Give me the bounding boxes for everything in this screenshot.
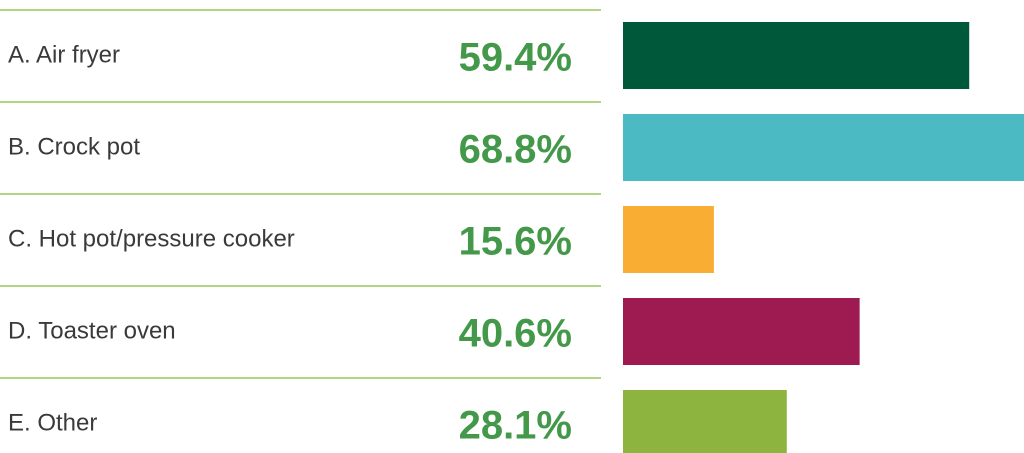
bar (623, 22, 970, 89)
value-label: 68.8% (459, 128, 572, 172)
value-label: 40.6% (459, 312, 572, 356)
value-label: 15.6% (459, 220, 572, 264)
value-label: 59.4% (459, 36, 572, 80)
category-label: C. Hot pot/pressure cooker (8, 225, 295, 252)
bar (623, 298, 860, 365)
category-label: E. Other (8, 409, 97, 436)
category-label: B. Crock pot (8, 133, 140, 160)
category-label: A. Air fryer (8, 41, 120, 68)
category-label: D. Toaster oven (8, 317, 176, 344)
value-label: 28.1% (459, 404, 572, 448)
bar (623, 114, 1024, 181)
bar (623, 206, 714, 273)
bar (623, 390, 787, 453)
